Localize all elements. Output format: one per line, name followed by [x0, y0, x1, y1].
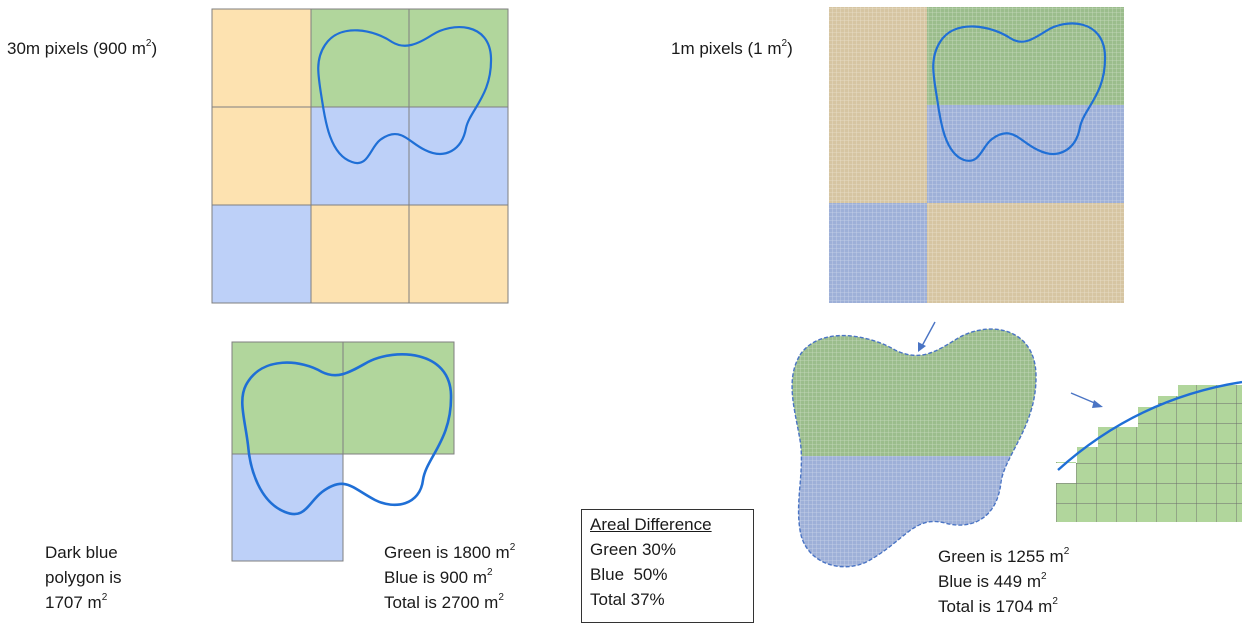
polygon-note-line2: polygon is [45, 568, 122, 587]
coarse-title-sup: 2 [145, 38, 152, 50]
coarse-result-text: Green is 1800 m2 Blue is 900 m2 Total is… [384, 540, 515, 615]
fine-polygon-outline [932, 22, 1107, 162]
coarse-grid-lines [211, 8, 509, 304]
fine-result-green: Green is 1255 m2 [938, 544, 1069, 569]
coarse-title: 30m pixels (900 m2) [7, 36, 157, 61]
fine-grid [829, 7, 1124, 303]
coarse-cell-r1c0 [212, 107, 311, 205]
fine-result-blue-sup: 2 [1041, 571, 1047, 583]
result-cell-green-left [232, 342, 343, 454]
fine-title: 1m pixels (1 m2) [671, 36, 793, 61]
polygon-note-line3: 1707 m2 [45, 590, 122, 615]
fine-result-green-text: Green is 1255 m [938, 547, 1064, 566]
fine-result-green-sup: 2 [1063, 546, 1070, 558]
arrow-right-icon [1070, 392, 1103, 408]
polygon-note: Dark blue polygon is 1707 m2 [45, 540, 122, 615]
zoom-detail [1056, 380, 1242, 522]
coarse-cell-r2c2 [409, 205, 508, 303]
coarse-result-green: Green is 1800 m2 [384, 540, 515, 565]
polygon-note-sup: 2 [101, 592, 108, 604]
areal-difference-total: Total 37% [590, 590, 665, 609]
fine-title-close: ) [787, 39, 793, 58]
coarse-result-blue: Blue is 900 m2 [384, 565, 515, 590]
result-grid-lines [231, 341, 455, 562]
areal-difference-green: Green 30% [590, 540, 676, 559]
coarse-cell-r0c2 [409, 9, 508, 107]
coarse-result-total-sup: 2 [498, 592, 504, 604]
coarse-result-total: Total is 2700 m2 [384, 590, 515, 615]
polygon-note-line1: Dark blue [45, 543, 118, 562]
coarse-grid [211, 8, 509, 304]
fine-grid-texture [829, 7, 1124, 303]
result-cell-blue [232, 454, 343, 561]
fine-result-blue-text: Blue is 449 m [938, 572, 1041, 591]
coarse-polygon-outline [317, 26, 493, 165]
coarse-result-total-text: Total is 2700 m [384, 593, 499, 612]
coarse-result-blue-sup: 2 [487, 567, 493, 579]
fine-result-blue: Blue is 449 m2 [938, 569, 1069, 594]
coarse-cell-r2c1 [311, 205, 409, 303]
areal-difference-blue: Blue 50% [590, 565, 668, 584]
result-cell-green-right [343, 342, 454, 454]
coarse-result-green-text: Green is 1800 m [384, 543, 510, 562]
areal-difference-box: Areal Difference Green 30% Blue 50% Tota… [581, 509, 754, 623]
coarse-result-diagram [231, 341, 455, 562]
clipped-polygon [791, 328, 1037, 568]
fine-title-text: 1m pixels (1 m [671, 39, 782, 58]
fine-result-text: Green is 1255 m2 Blue is 449 m2 Total is… [938, 544, 1069, 619]
arrows [918, 321, 1103, 408]
fine-result-total: Total is 1704 m2 [938, 594, 1069, 619]
coarse-cell-r1c2 [409, 107, 508, 205]
zoom-boundary-curve [1057, 380, 1242, 471]
coarse-result-blue-text: Blue is 900 m [384, 568, 487, 587]
fine-result-total-text: Total is 1704 m [938, 597, 1053, 616]
coarse-title-text: 30m pixels (900 m [7, 39, 146, 58]
arrow-down-icon [918, 321, 936, 352]
coarse-cell-r0c0 [212, 9, 311, 107]
coarse-cell-r0c1 [311, 9, 409, 107]
coarse-title-close: ) [151, 39, 158, 58]
clipped-polygon-outline [791, 328, 1037, 568]
polygon-note-value: 1707 m [45, 593, 102, 612]
areal-difference-header: Areal Difference [590, 515, 712, 534]
result-polygon-outline [241, 353, 453, 516]
coarse-result-green-sup: 2 [509, 542, 516, 554]
fine-result-total-sup: 2 [1052, 596, 1058, 608]
fine-title-sup: 2 [781, 38, 788, 50]
coarse-cell-r2c0 [212, 205, 311, 303]
